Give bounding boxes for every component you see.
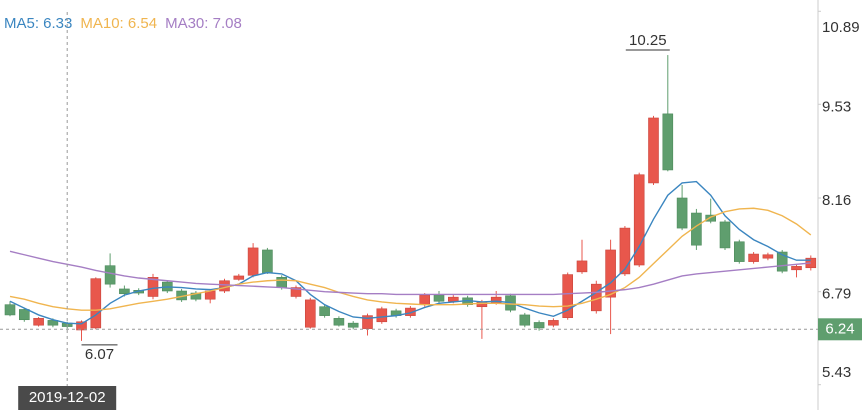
- candle-body: [18, 309, 30, 321]
- candle-body: [776, 251, 788, 272]
- candle-body: [533, 322, 545, 329]
- legend-entry: MA10: 6.54: [80, 15, 157, 32]
- candle-body: [90, 278, 102, 329]
- date-tag: [18, 386, 117, 410]
- candle-body: [748, 253, 759, 262]
- candle-body: [419, 294, 431, 305]
- ma-line: [9, 207, 812, 311]
- y-tick-label: 10.89: [822, 19, 860, 36]
- legend-entry: MA30: 7.08: [165, 15, 242, 32]
- candle-body: [576, 260, 588, 273]
- candle-body: [276, 277, 288, 288]
- candle-body: [405, 307, 416, 316]
- ma-line: [9, 250, 811, 296]
- candle-body: [519, 314, 531, 326]
- candle-body: [104, 265, 116, 285]
- ma-line: [9, 180, 811, 325]
- candle-body: [433, 294, 445, 302]
- candle-body: [362, 315, 373, 329]
- min-label: 6.07: [85, 346, 114, 363]
- candle-body: [290, 287, 302, 297]
- candle-body: [333, 318, 345, 326]
- candle-body: [76, 321, 87, 331]
- candle-body: [4, 304, 16, 316]
- candle-body: [233, 275, 245, 280]
- y-tick-label: 5.43: [822, 364, 851, 381]
- candle-body: [562, 274, 574, 318]
- candle-body: [376, 308, 388, 323]
- candle-body: [304, 299, 316, 328]
- candle-body: [247, 247, 259, 276]
- y-tick-label: 6.79: [822, 286, 851, 303]
- candle-body: [319, 306, 330, 316]
- candle-body: [733, 241, 745, 262]
- candle-body: [648, 117, 659, 184]
- candle-body: [791, 266, 802, 271]
- candle-body: [705, 214, 717, 222]
- candle-body: [633, 174, 645, 266]
- candle-body: [33, 318, 44, 326]
- candle-body: [662, 113, 674, 171]
- candle-body: [347, 322, 359, 328]
- candle-body: [447, 296, 459, 302]
- max-label: 10.25: [629, 32, 667, 49]
- candle-body: [676, 197, 688, 229]
- candle-body: [719, 221, 731, 249]
- candle-body: [548, 320, 559, 326]
- candle-body: [219, 280, 230, 292]
- candle-body: [762, 254, 774, 259]
- candle-body: [619, 227, 631, 275]
- price-tag: [818, 318, 862, 341]
- candle-body: [605, 249, 616, 298]
- legend-entry: MA5: 6.33: [4, 15, 72, 32]
- date-tag-label: 2019-12-02: [29, 389, 106, 406]
- candle-body: [262, 249, 273, 274]
- y-tick-label: 8.16: [822, 192, 851, 209]
- price-tag-label: 6.24: [825, 320, 854, 337]
- candle-body: [119, 288, 130, 295]
- y-tick-label: 9.53: [822, 98, 851, 115]
- candle-body: [147, 277, 159, 297]
